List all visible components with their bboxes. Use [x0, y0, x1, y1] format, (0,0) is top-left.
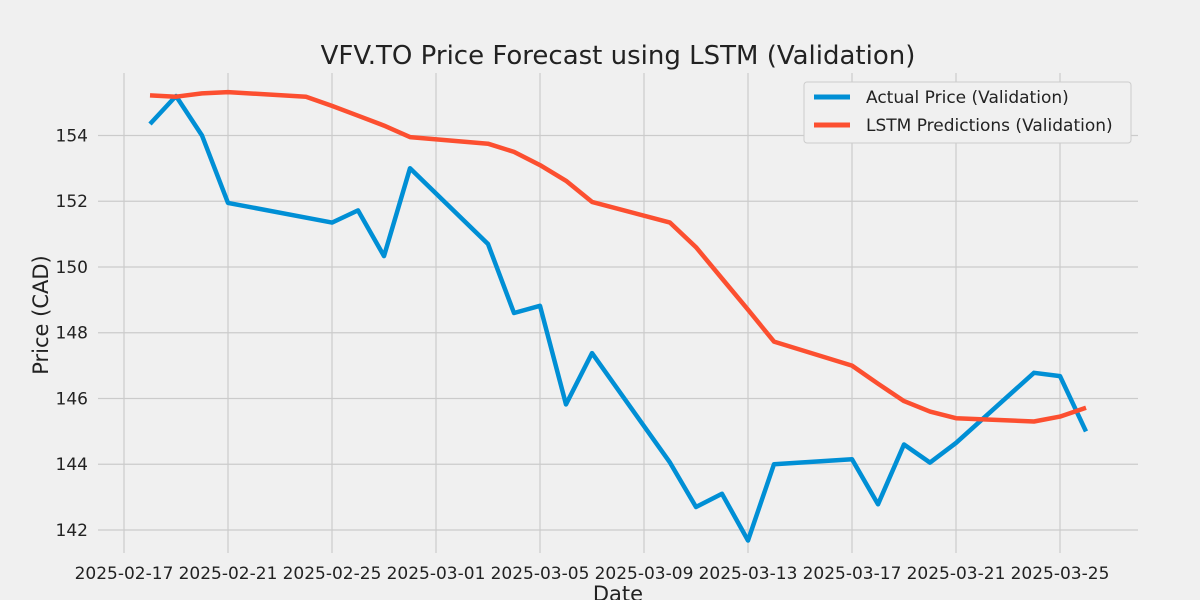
- x-tick-label: 2025-02-21: [179, 564, 278, 584]
- x-tick-label: 2025-03-25: [1011, 564, 1110, 584]
- y-tick-label: 144: [56, 455, 88, 475]
- y-tick-label: 146: [56, 389, 88, 409]
- plot-area: [98, 73, 1138, 553]
- y-tick-label: 150: [56, 258, 88, 278]
- x-tick-label: 2025-03-05: [491, 564, 590, 584]
- y-axis-label: Price (CAD): [29, 255, 53, 375]
- legend: Actual Price (Validation) LSTM Predictio…: [803, 81, 1132, 144]
- x-tick-label: 2025-02-17: [75, 564, 174, 584]
- x-axis-label: Date: [593, 582, 643, 600]
- y-tick-label: 154: [56, 126, 88, 146]
- series-line-1: [149, 89, 1087, 424]
- chart-title: VFV.TO Price Forecast using LSTM (Valida…: [321, 41, 916, 71]
- x-tick-label: 2025-03-09: [595, 564, 694, 584]
- legend-label-lstm: LSTM Predictions (Validation): [866, 116, 1113, 136]
- x-tick-label: 2025-03-01: [387, 564, 486, 584]
- legend-box: [803, 81, 1132, 144]
- y-tick-label: 142: [56, 521, 88, 541]
- y-tick-label: 148: [56, 324, 88, 344]
- series-line-0: [148, 93, 1089, 543]
- x-tick-label: 2025-03-21: [907, 564, 1006, 584]
- x-tick-label: 2025-02-25: [283, 564, 382, 584]
- series-lines: [148, 89, 1089, 543]
- legend-label-actual: Actual Price (Validation): [866, 88, 1069, 108]
- x-tick-label: 2025-03-13: [699, 564, 798, 584]
- y-tick-label: 152: [56, 192, 88, 212]
- x-tick-label: 2025-03-17: [803, 564, 902, 584]
